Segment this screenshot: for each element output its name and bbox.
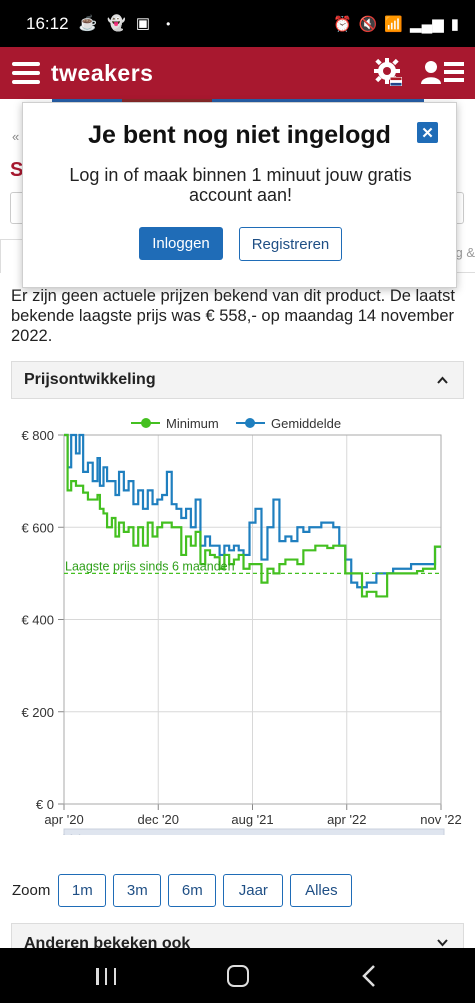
legend-gemiddelde-label: Gemiddelde [271,416,341,431]
register-button[interactable]: Registreren [239,227,342,261]
price-history-accordion[interactable]: Prijsontwikkeling [11,361,464,399]
back-icon[interactable] [362,964,376,988]
x-tick-label: dec '20 [137,812,179,827]
product-title-fragment: S [10,159,24,181]
navigator-range [63,828,445,835]
home-icon[interactable] [227,965,249,987]
zoom-6m-button[interactable]: 6m [168,873,217,907]
app-header: tweakers [0,47,475,99]
series-gemiddelde-line [64,433,441,589]
x-tick-label: apr '22 [327,812,366,827]
x-tick-label: apr '20 [44,812,83,827]
y-tick-label: € 200 [21,705,54,720]
price-notice: Er zijn geen actuele prijzen bekend van … [11,287,455,345]
more-notifications-dot: • [166,16,171,31]
clock: 16:12 [26,13,69,33]
image-icon: ▣ [135,15,151,32]
reference-line-label: Laagste prijs sinds 6 maanden [65,559,235,573]
modal-message: Log in of maak binnen 1 minuut jouw grat… [69,165,412,205]
status-bar: 16:12 ☕ 👻 ▣ • ⏰ 🔇 📶 ▂▄▆ ▮ [0,0,475,47]
zoom-1m-button[interactable]: 1m [58,873,107,907]
zoom-3m-button[interactable]: 3m [113,873,162,907]
signal-icon: ▂▄▆ [410,15,444,33]
tab-fragment-right[interactable]: g & [455,245,475,260]
chevron-up-icon[interactable] [437,375,448,386]
mute-icon: 🔇 [358,15,378,33]
battery-icon: ▮ [450,15,459,33]
notification-icon: ☕ [78,15,98,32]
y-tick-label: € 400 [21,613,54,628]
zoom-controls: Zoom 1m 3m 6m Jaar Alles [12,873,359,907]
y-tick-label: € 600 [21,520,54,535]
banner-image-edge [122,99,212,102]
x-tick-label: aug '21 [231,812,273,827]
y-tick-label: € 0 [36,797,54,812]
accordion-title: Prijsontwikkeling [24,371,156,388]
y-tick-label: € 800 [21,428,54,443]
system-navigation-bar [0,948,475,1003]
zoom-label: Zoom [12,881,51,899]
zoom-all-button[interactable]: Alles [290,873,353,907]
accordion2-title: Anderen bekeken ook [24,935,191,951]
chevron-down-icon[interactable] [437,937,448,948]
tweakers-logo[interactable]: tweakers [51,59,154,86]
price-chart: Minimum Gemiddelde € 0 € 200 € 400 € 600 € 800… [21,416,462,835]
zoom-year-button[interactable]: Jaar [223,873,284,907]
recent-apps-icon[interactable] [96,968,116,985]
others-viewed-accordion[interactable]: Anderen bekeken ook [11,923,464,951]
modal-title: Je bent nog niet ingelogd [88,121,391,149]
settings-gear-icon[interactable] [373,57,403,87]
plot-border [63,434,442,805]
user-account-icon[interactable] [420,59,466,85]
banner-strip [52,99,424,103]
close-icon[interactable]: ✕ [417,122,438,143]
wifi-icon: 📶 [384,15,404,33]
login-modal: Je bent nog niet ingelogd ✕ Log in of ma… [22,102,457,288]
alarm-icon: ⏰ [332,15,352,33]
legend-minimum-marker [141,418,151,428]
breadcrumb-fragment[interactable]: « [12,129,20,144]
login-button[interactable]: Inloggen [139,227,223,260]
menu-icon[interactable] [12,62,40,84]
legend-minimum-label: Minimum [166,416,219,431]
legend-gemiddelde-marker [245,418,255,428]
snapchat-icon: 👻 [107,15,126,32]
x-tick-label: nov '22 [420,812,462,827]
